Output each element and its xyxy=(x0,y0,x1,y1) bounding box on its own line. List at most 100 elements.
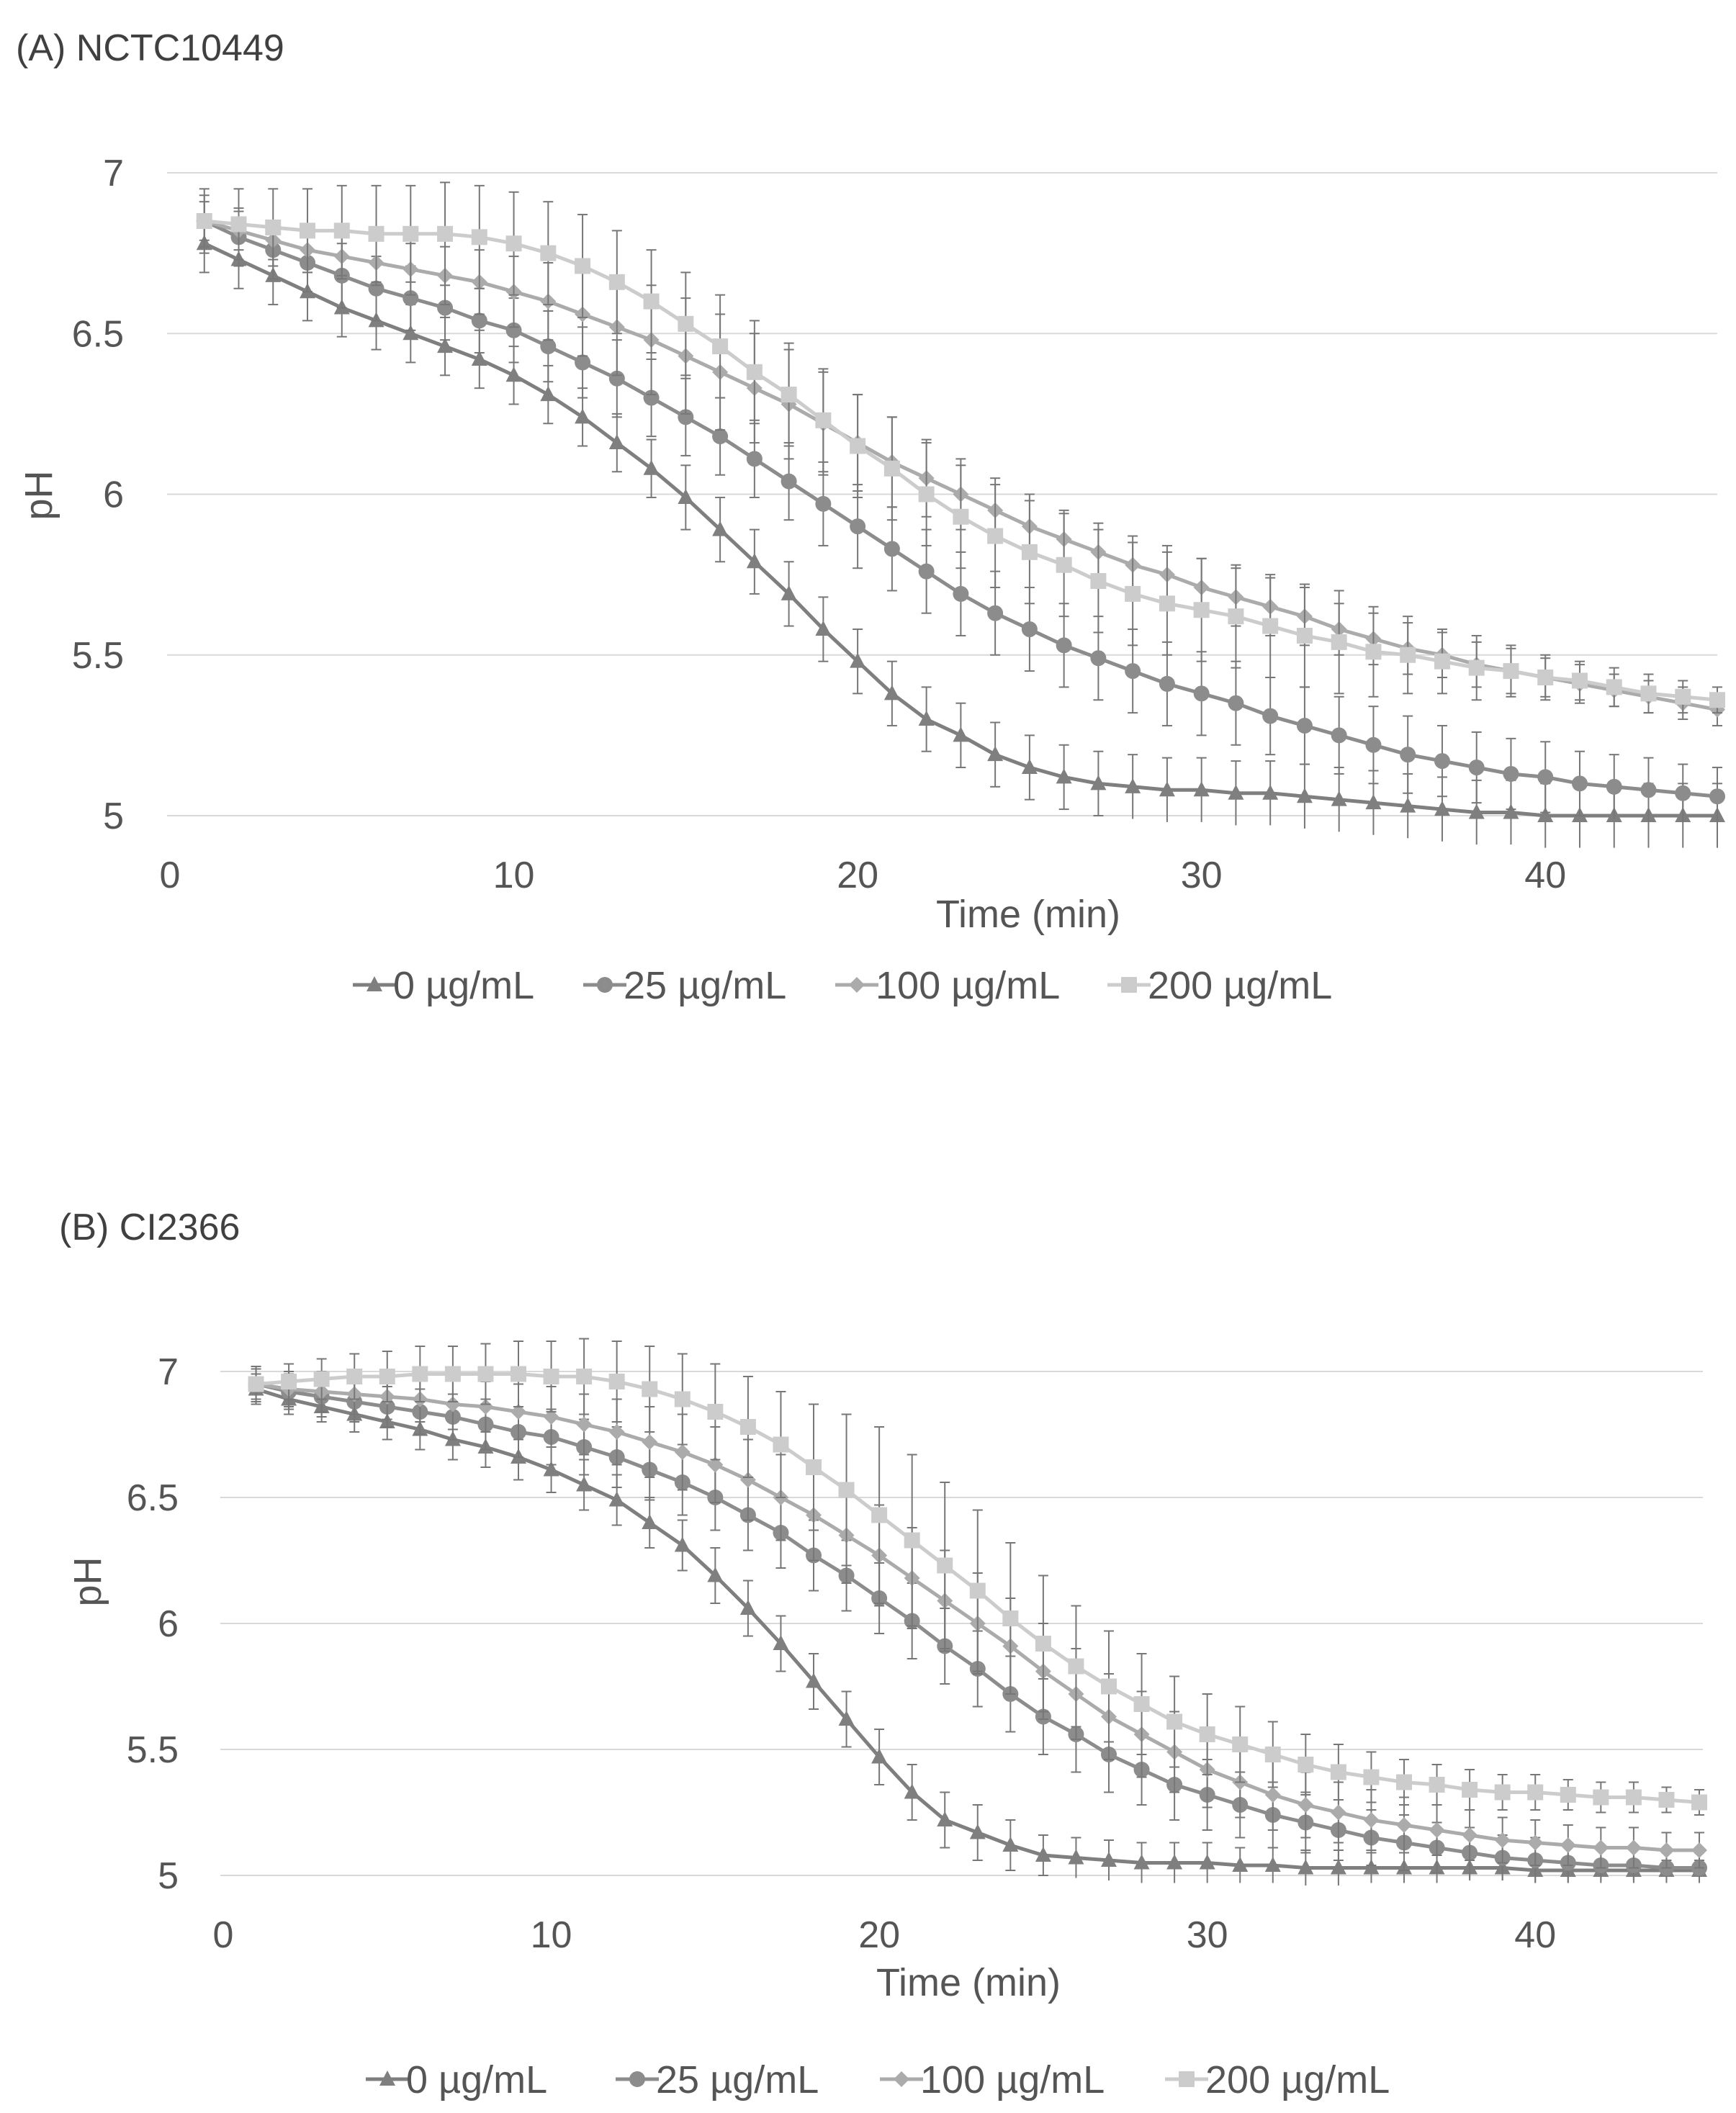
data-point xyxy=(1002,1610,1019,1626)
x-tick-label: 30 xyxy=(1181,855,1223,896)
chart-title: (A) NCTC10449 xyxy=(16,27,284,69)
x-tick-label: 10 xyxy=(531,1914,572,1956)
y-tick-label: 6 xyxy=(158,1603,179,1645)
data-point xyxy=(576,1476,593,1492)
data-point xyxy=(674,1391,691,1407)
data-point xyxy=(1365,736,1382,753)
data-point xyxy=(1434,653,1450,670)
data-point xyxy=(1159,675,1175,692)
data-point xyxy=(540,386,557,402)
data-point xyxy=(642,1514,658,1529)
data-point xyxy=(739,1419,756,1435)
series-square xyxy=(196,181,1725,714)
data-point xyxy=(1068,1658,1084,1675)
data-point xyxy=(643,389,660,406)
data-point xyxy=(1193,781,1210,797)
data-point xyxy=(1264,1787,1281,1803)
y-tick-label: 5.5 xyxy=(127,1729,179,1771)
x-tick-label: 20 xyxy=(837,855,878,896)
data-point xyxy=(838,1482,855,1498)
y-tick-label: 5 xyxy=(103,796,124,837)
legend-item: 25 µg/mL xyxy=(616,2058,819,2101)
data-point xyxy=(1396,1774,1412,1790)
data-point xyxy=(678,315,694,332)
legend-item: 0 µg/mL xyxy=(353,964,534,1007)
data-point xyxy=(1193,602,1210,618)
data-point xyxy=(477,1366,494,1382)
legend-marker xyxy=(849,977,865,993)
data-point xyxy=(575,408,591,424)
data-point xyxy=(1297,1757,1314,1772)
legend-marker xyxy=(366,976,382,991)
x-tick-label: 40 xyxy=(1524,855,1566,896)
x-axis-title: Time (min) xyxy=(876,1961,1061,2004)
data-point xyxy=(368,225,384,242)
chart-panel-b: (B) CI2366 5 5.5 6 6.5 7 0 10 20 30 40 pH Time (… xyxy=(59,1207,1707,2101)
data-point xyxy=(1503,765,1519,782)
data-point xyxy=(505,366,522,382)
x-tick-label: 10 xyxy=(493,855,535,896)
data-point xyxy=(642,1381,658,1397)
legend-label: 25 µg/mL xyxy=(656,2058,819,2101)
data-point xyxy=(1709,692,1725,708)
data-point xyxy=(1503,803,1519,819)
data-point xyxy=(1228,784,1244,800)
data-point xyxy=(608,1424,625,1440)
legend-item: 100 µg/mL xyxy=(880,2058,1105,2101)
data-point xyxy=(781,473,797,490)
data-point xyxy=(674,1444,691,1460)
data-point xyxy=(1363,1769,1380,1785)
data-point xyxy=(1166,1854,1183,1870)
data-point xyxy=(1262,784,1279,800)
chart-title: (B) CI2366 xyxy=(59,1207,240,1248)
y-tick-label: 5 xyxy=(158,1855,179,1897)
data-point xyxy=(333,222,350,239)
data-point xyxy=(1296,627,1313,644)
data-point xyxy=(987,605,1004,621)
data-point xyxy=(883,460,900,477)
data-point xyxy=(437,299,454,316)
data-point xyxy=(883,685,900,700)
legend-marker xyxy=(629,2071,645,2087)
x-tick-label: 0 xyxy=(213,1914,234,1956)
data-point xyxy=(1365,794,1382,810)
data-point xyxy=(1159,595,1175,612)
data-point xyxy=(643,459,660,475)
data-point xyxy=(471,229,487,245)
data-point xyxy=(1166,1713,1183,1730)
data-point xyxy=(1468,803,1485,819)
legend-item: 200 µg/mL xyxy=(1165,2058,1390,2101)
data-point xyxy=(871,1507,888,1523)
data-point xyxy=(1429,1777,1445,1793)
gridlines xyxy=(220,1371,1703,1876)
data-point xyxy=(281,1374,297,1389)
data-point xyxy=(969,1582,986,1599)
x-tick-labels: 0 10 20 30 40 xyxy=(160,855,1567,896)
data-point xyxy=(1462,1827,1478,1843)
data-point xyxy=(1056,557,1072,573)
data-point xyxy=(1468,659,1485,676)
y-tick-labels: 5 5.5 6 6.5 7 xyxy=(72,153,124,837)
data-point xyxy=(712,521,729,536)
data-point xyxy=(712,428,729,445)
data-point xyxy=(1262,708,1279,724)
data-point xyxy=(838,1711,855,1726)
data-point xyxy=(608,1374,625,1389)
data-point xyxy=(739,1472,756,1488)
data-point xyxy=(883,541,900,557)
data-point xyxy=(1068,1849,1084,1865)
x-tick-label: 30 xyxy=(1187,1914,1228,1956)
legend-label: 0 µg/mL xyxy=(406,2058,547,2101)
data-point xyxy=(300,222,316,239)
data-point xyxy=(1035,1636,1051,1652)
data-point xyxy=(575,258,591,274)
data-point xyxy=(987,746,1004,762)
data-point xyxy=(918,486,935,503)
data-point xyxy=(1133,1696,1150,1712)
data-point xyxy=(471,312,487,329)
data-point xyxy=(1396,1817,1412,1833)
data-point xyxy=(815,412,832,428)
data-point xyxy=(850,652,866,668)
y-tick-label: 7 xyxy=(103,153,124,194)
data-point xyxy=(773,1635,789,1650)
